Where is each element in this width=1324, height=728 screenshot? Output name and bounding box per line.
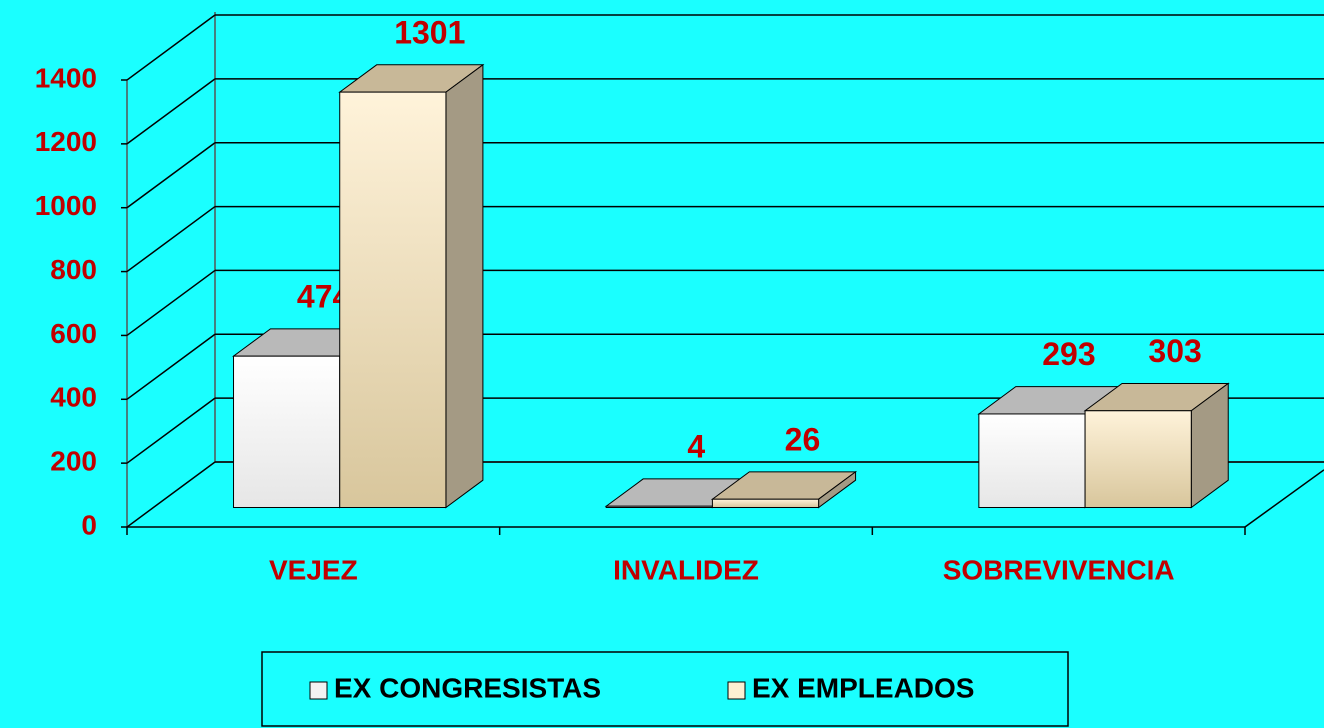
data-label: 293 [1042, 336, 1095, 372]
bar-side [445, 63, 484, 509]
grid-line [126, 14, 216, 81]
y-tick-label: 1200 [35, 126, 97, 157]
bar [710, 470, 858, 509]
bar-front [711, 498, 820, 509]
floor-right [1244, 469, 1324, 528]
y-tick-label: 1400 [35, 62, 97, 93]
bar-front [1084, 410, 1192, 509]
grid-line [126, 142, 216, 209]
grid-line [126, 461, 216, 528]
grid-line [126, 205, 216, 273]
grid-line [126, 78, 216, 145]
legend-box [261, 651, 1069, 727]
y-tick-label: 0 [81, 509, 97, 540]
y-tick-label: 600 [50, 318, 97, 349]
data-label: 26 [785, 421, 821, 457]
y-tick-label: 1000 [35, 190, 97, 221]
data-label: 4 [687, 428, 705, 464]
x-tick-label: SOBREVIVENCIA [943, 554, 1175, 585]
bar-front [233, 355, 341, 508]
bar [338, 63, 485, 509]
bar-front [339, 91, 447, 508]
grid-line [126, 397, 216, 464]
bar [1083, 382, 1230, 509]
legend-label: EX EMPLEADOS [752, 672, 974, 703]
legend-label: EX CONGRESISTAS [334, 672, 601, 703]
legend-swatch [309, 681, 328, 700]
legend-swatch [727, 681, 746, 700]
bar-front [978, 413, 1086, 508]
y-tick-label: 400 [50, 382, 97, 413]
x-tick-label: VEJEZ [269, 554, 358, 585]
data-label: 1301 [394, 14, 465, 50]
bar-front [605, 505, 713, 509]
grid-line [126, 333, 216, 400]
x-tick-label: INVALIDEZ [613, 554, 759, 585]
grid-line [126, 269, 216, 337]
data-label: 303 [1148, 333, 1201, 369]
y-tick-label: 200 [50, 446, 97, 477]
y-tick-label: 800 [50, 254, 97, 285]
